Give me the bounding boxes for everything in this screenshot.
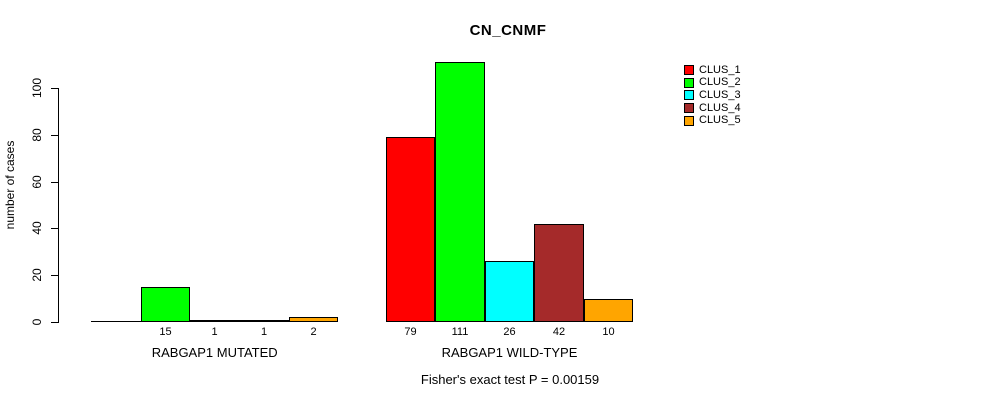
legend-swatch	[684, 115, 694, 126]
y-axis-title: number of cases	[3, 140, 17, 230]
legend-swatch	[684, 103, 694, 114]
y-tick-label: 100	[30, 77, 44, 99]
chart-title: CN_CNMF	[469, 22, 547, 39]
bar-clus_4	[534, 224, 584, 322]
legend-label: CLUS_4	[699, 101, 741, 114]
y-tick-label: 20	[30, 268, 44, 282]
y-tick-label: 40	[30, 221, 44, 235]
bar-value-label: 26	[503, 326, 516, 338]
y-tick	[51, 135, 58, 136]
group-label: RABGAP1 MUTATED	[151, 345, 278, 360]
bar-clus_4	[239, 320, 289, 322]
bar-value-label: 79	[404, 326, 417, 338]
y-tick	[51, 322, 58, 323]
bar-value-label: 1	[211, 326, 218, 338]
bar-clus_1	[386, 137, 435, 322]
legend-label: CLUS_3	[699, 88, 741, 101]
y-tick	[51, 182, 58, 183]
bar-clus_3	[190, 320, 239, 322]
legend-row: CLUS_3	[684, 89, 741, 102]
fisher-test-annotation: Fisher's exact test P = 0.00159	[420, 372, 600, 387]
legend-row: CLUS_5	[684, 114, 741, 127]
bar-clus_5	[289, 317, 338, 322]
legend-label: CLUS_5	[699, 114, 741, 127]
y-tick	[51, 275, 58, 276]
legend-row: CLUS_4	[684, 102, 741, 115]
bar-value-label: 1	[260, 326, 268, 338]
y-axis-line	[58, 88, 59, 323]
legend-label: CLUS_1	[699, 63, 741, 76]
legend-row: CLUS_1	[684, 64, 741, 77]
legend-label: CLUS_2	[699, 76, 741, 89]
legend: CLUS_1 CLUS_2 CLUS_3 CLUS_4 CLUS_5	[684, 64, 741, 127]
legend-swatch	[684, 65, 694, 76]
y-tick-label: 0	[30, 318, 44, 326]
y-tick-label: 80	[30, 128, 44, 142]
bar-value-label: 10	[602, 326, 615, 338]
bar-clus_2	[141, 287, 190, 322]
bar-clus_5	[584, 299, 633, 322]
y-tick	[51, 228, 58, 229]
y-tick	[51, 88, 58, 89]
bar-clus_3	[485, 261, 534, 322]
legend-swatch	[684, 90, 694, 101]
bar-clus_2	[435, 62, 485, 322]
bar-value-label: 42	[552, 326, 566, 338]
bar-value-label: 111	[451, 326, 469, 338]
y-tick-label: 60	[30, 175, 44, 189]
group-label: RABGAP1 WILD-TYPE	[441, 345, 578, 360]
legend-swatch	[684, 77, 694, 88]
bar-value-label: 15	[159, 326, 172, 338]
bar-value-label: 2	[310, 326, 317, 338]
legend-row: CLUS_2	[684, 77, 741, 90]
